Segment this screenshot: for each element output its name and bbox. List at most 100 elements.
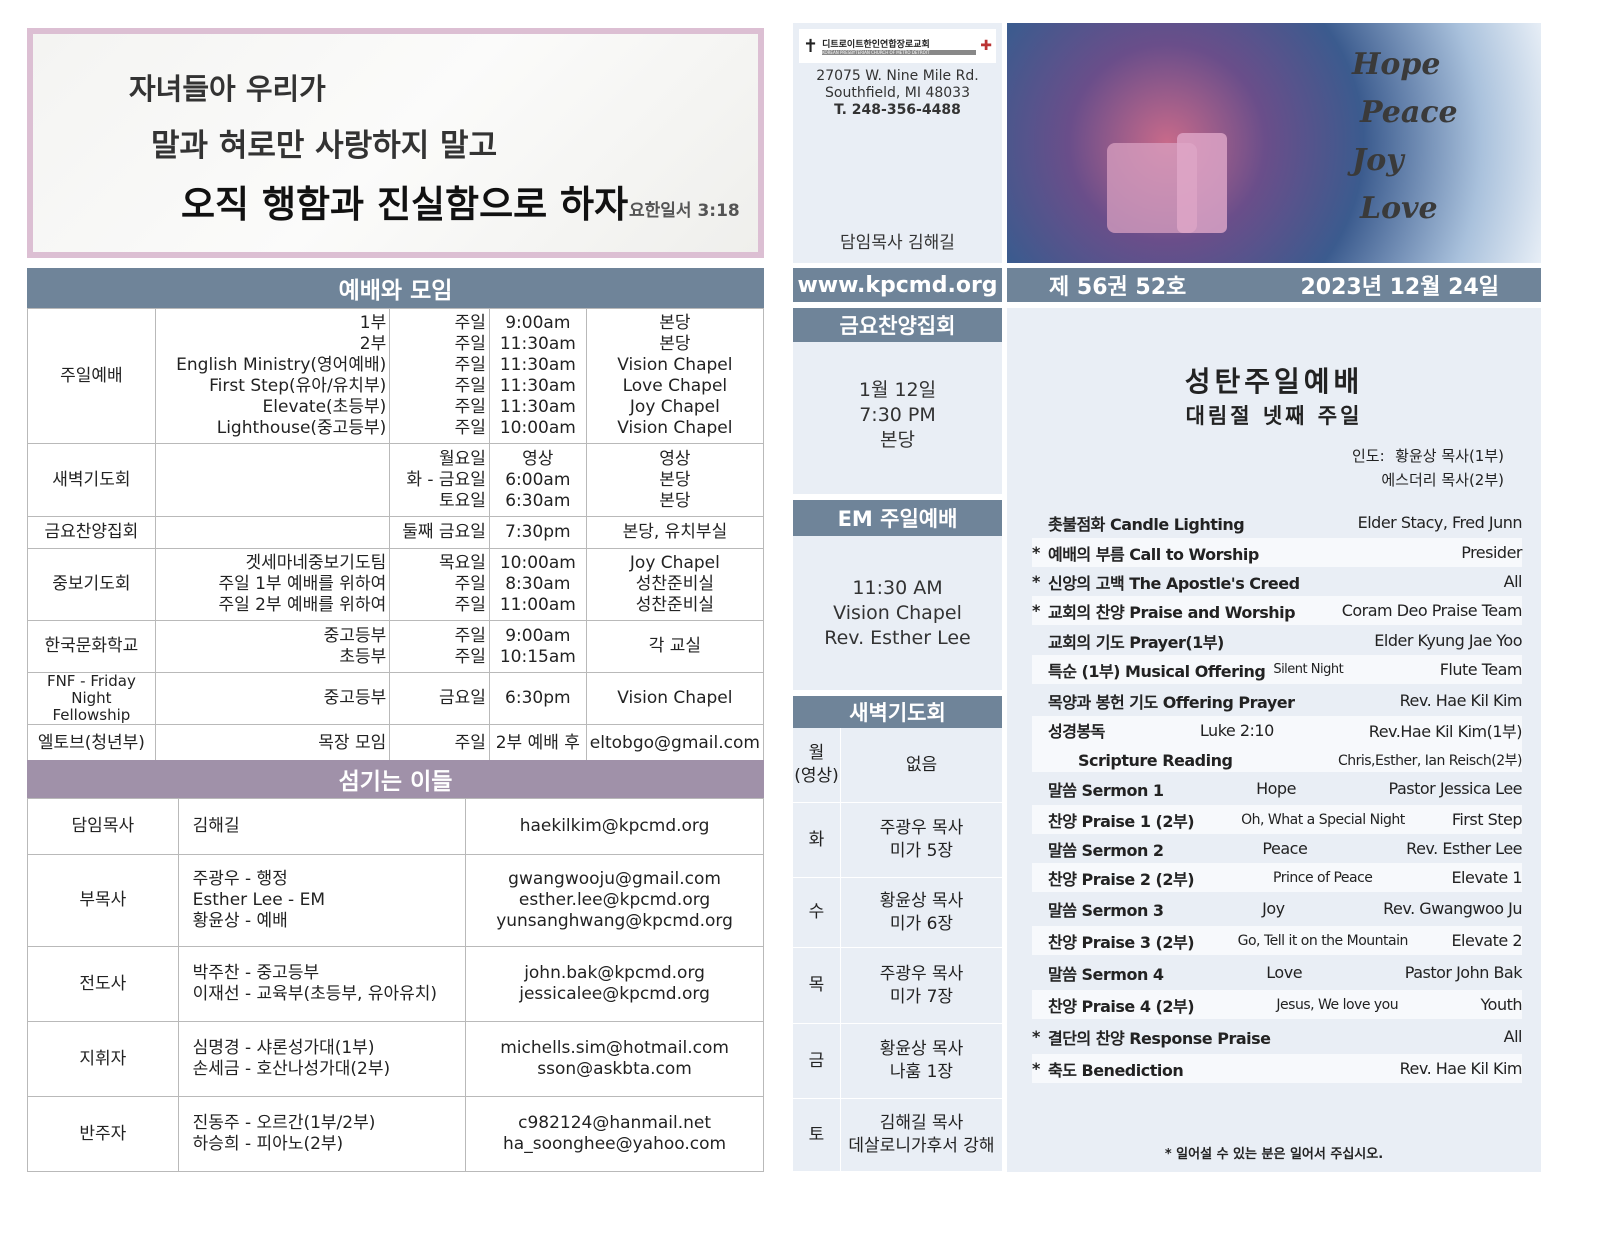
church-name-ko: 디트로이트한인연합장로교회: [822, 40, 930, 50]
order-person: Presider: [1461, 543, 1522, 562]
cell-line: 나훔 1장: [889, 1062, 954, 1082]
cell-line: 본당: [659, 313, 691, 333]
cell-line: 주일: [454, 334, 486, 354]
order-label: 찬양 Praise 1 (2부): [1048, 811, 1195, 831]
cell-line: 주일: [454, 595, 486, 615]
order-label: 말씀 Sermon 4: [1048, 964, 1164, 984]
dawn-row: 화 주광우 목사 미가 5장: [793, 803, 1002, 878]
cell-line: 각 교실: [648, 636, 702, 656]
order-detail: Silent Night: [1273, 662, 1344, 677]
cell-line: 주일: [454, 625, 486, 646]
cell-line: 미가 5장: [889, 841, 954, 861]
church-info: ✝ 디트로이트한인연합장로교회 KOREAN PRESBYTERIAN CHUR…: [793, 23, 1002, 263]
order-label: Scripture Reading: [1078, 750, 1233, 770]
cell-line: 겟세마네중보기도팀: [245, 553, 387, 573]
order-person: Youth: [1480, 995, 1523, 1014]
description-cell: 겟세마네중보기도팀 주일 1부 예배를 위하여 주일 2부 예배를 위하여: [154, 548, 391, 621]
friday-date: 1월 12일: [858, 379, 937, 401]
order-label: 특순 (1부) Musical Offering: [1048, 661, 1266, 681]
order-person: Rev. Gwangwoo Ju: [1383, 899, 1522, 918]
dawn-day: 화: [793, 803, 841, 877]
order-detail: Jesus, We love you: [1276, 996, 1399, 1013]
cell-line: 박주찬 - 중고등부: [192, 963, 320, 983]
leader-2: 에스더리 목사(2부): [1381, 471, 1504, 489]
standing-marker: *: [1032, 1059, 1040, 1078]
order-item: 목양과 봉헌 기도 Offering Prayer Rev. Hae Kil Ki…: [1032, 686, 1523, 715]
candle-shape: [1177, 133, 1227, 233]
address-line-2: Southfield, MI 48033: [825, 85, 970, 101]
cell-line: 초등부: [339, 646, 387, 667]
table-row: 담임목사 김해길 haekilkim@kpcmd.org: [27, 798, 764, 855]
cover-image: Hope Peace Joy Love: [1007, 23, 1541, 263]
order-label: 말씀 Sermon 2: [1048, 840, 1164, 860]
names-cell: 박주찬 - 중고등부 이재선 - 교육부(초등부, 유아유치): [177, 946, 467, 1022]
cell-line: 미가 7장: [889, 986, 954, 1007]
cell-line: 주일: [454, 574, 486, 594]
cell-line: 토요일: [438, 490, 486, 511]
day-cell: 둘째 금요일: [389, 516, 490, 549]
cell-line: 1부: [359, 313, 387, 333]
time-cell: 9:00am 10:15am: [488, 620, 587, 673]
description-cell: [154, 516, 391, 549]
order-item: 말씀 Sermon 1 Hope Pastor Jessica Lee: [1032, 774, 1523, 803]
order-person: Chris,Esther, Ian Reisch(2부): [1337, 753, 1523, 769]
cell-line: 황윤상 목사: [879, 890, 964, 911]
dawn-leader: 없음: [841, 754, 1002, 777]
order-person: First Step: [1451, 810, 1523, 829]
email-link[interactable]: haekilkim@kpcmd.org: [519, 816, 710, 836]
email-link[interactable]: jessicalee@kpcmd.org: [519, 984, 710, 1004]
cell-line: Esther Lee - EM: [192, 890, 326, 910]
email-link[interactable]: yunsanghwang@kpcmd.org: [496, 911, 733, 931]
cover-word: Love: [1360, 191, 1438, 226]
cell-line: Lighthouse(중고등부): [216, 418, 387, 438]
order-person: Pastor Jessica Lee: [1388, 779, 1523, 798]
email-link[interactable]: michells.sim@hotmail.com: [500, 1038, 729, 1058]
cell-line: 목장 모임: [318, 732, 387, 753]
cell-line: Love Chapel: [622, 376, 728, 396]
names-cell: 진동주 - 오르간(1부/2부) 하승희 - 피아노(2부): [177, 1096, 467, 1172]
staff-table: 담임목사 김해길 haekilkim@kpcmd.org 부목사 주광우 - 행정 Est…: [27, 798, 764, 1172]
cell-line: 10:15am: [499, 646, 576, 667]
order-person: Rev. Hae Kil Kim: [1399, 1059, 1523, 1078]
email-link[interactable]: sson@askbta.com: [537, 1059, 692, 1079]
cell-line: 주일 2부 예배를 위하여: [218, 595, 387, 615]
table-row: 한국문화학교 중고등부 초등부 주일 주일 9:00am 10:15am 각 교실: [27, 620, 765, 673]
cell-line: 11:00am: [499, 595, 576, 615]
order-label: 찬양 Praise 2 (2부): [1048, 869, 1195, 889]
cell-line: Elevate(초등부): [262, 397, 387, 417]
dawn-leader: 김해길 목사 데살로니가후서 강해: [841, 1112, 1002, 1158]
dawn-leader: 황윤상 목사 미가 6장: [841, 890, 1002, 936]
cell-line: 주일: [454, 397, 486, 417]
cell-line: 본당: [659, 334, 691, 354]
table-row: 지휘자 심명경 - 샤론성가대(1부) 손세금 - 호산나성가대(2부) michel…: [27, 1021, 764, 1097]
dawn-row: 토 김해길 목사 데살로니가후서 강해: [793, 1099, 1002, 1172]
place-cell: 본당, 유치부실: [585, 516, 765, 549]
order-item: 찬양 Praise 2 (2부) Prince of Peace Elevate 1: [1032, 863, 1522, 892]
email-link[interactable]: esther.lee@kpcmd.org: [518, 890, 711, 910]
cell-line: First Step(유아/유치부): [209, 376, 387, 396]
table-row: 전도사 박주찬 - 중고등부 이재선 - 교육부(초등부, 유아유치) john.ba…: [27, 946, 764, 1022]
church-address: 27075 W. Nine Mile Rd. Southfield, MI 48…: [793, 68, 1002, 119]
issue-bar: 제 56권 52호 2023년 12월 24일: [1007, 268, 1541, 302]
cell-line: 주일 1부 예배를 위하여: [218, 574, 387, 594]
cover-word: Peace: [1360, 95, 1458, 130]
cell-line: Vision Chapel: [617, 688, 733, 708]
email-link[interactable]: john.bak@kpcmd.org: [524, 963, 705, 983]
worship-table: 주일예배 1부 2부 English Ministry(영어예배) First Step…: [27, 308, 765, 762]
cell-line: 주광우 목사: [879, 963, 964, 984]
email-link[interactable]: gwangwooju@gmail.com: [508, 869, 721, 889]
email-link[interactable]: c982124@hanmail.net: [518, 1113, 712, 1133]
leader-1: 황윤상 목사(1부): [1395, 447, 1504, 465]
em-leader: Rev. Esther Lee: [824, 627, 971, 649]
order-item: * 결단의 찬양 Response Praise All: [1032, 1022, 1523, 1051]
order-detail: Hope: [1256, 779, 1296, 798]
email-link[interactable]: ha_soonghee@yahoo.com: [503, 1134, 727, 1154]
order-label: 촛불점화 Candle Lighting: [1048, 514, 1245, 534]
order-person: Rev. Esther Lee: [1406, 839, 1522, 858]
place-cell: 각 교실: [585, 620, 765, 673]
description-cell: [154, 443, 391, 517]
cell-line: 2부 예배 후: [495, 732, 580, 753]
website-link[interactable]: www.kpcmd.org: [793, 268, 1002, 302]
place-cell: 본당 본당 Vision Chapel Love Chapel Joy Chapel Vi…: [585, 308, 765, 444]
order-item: 찬양 Praise 1 (2부) Oh, What a Special Night…: [1032, 805, 1523, 834]
